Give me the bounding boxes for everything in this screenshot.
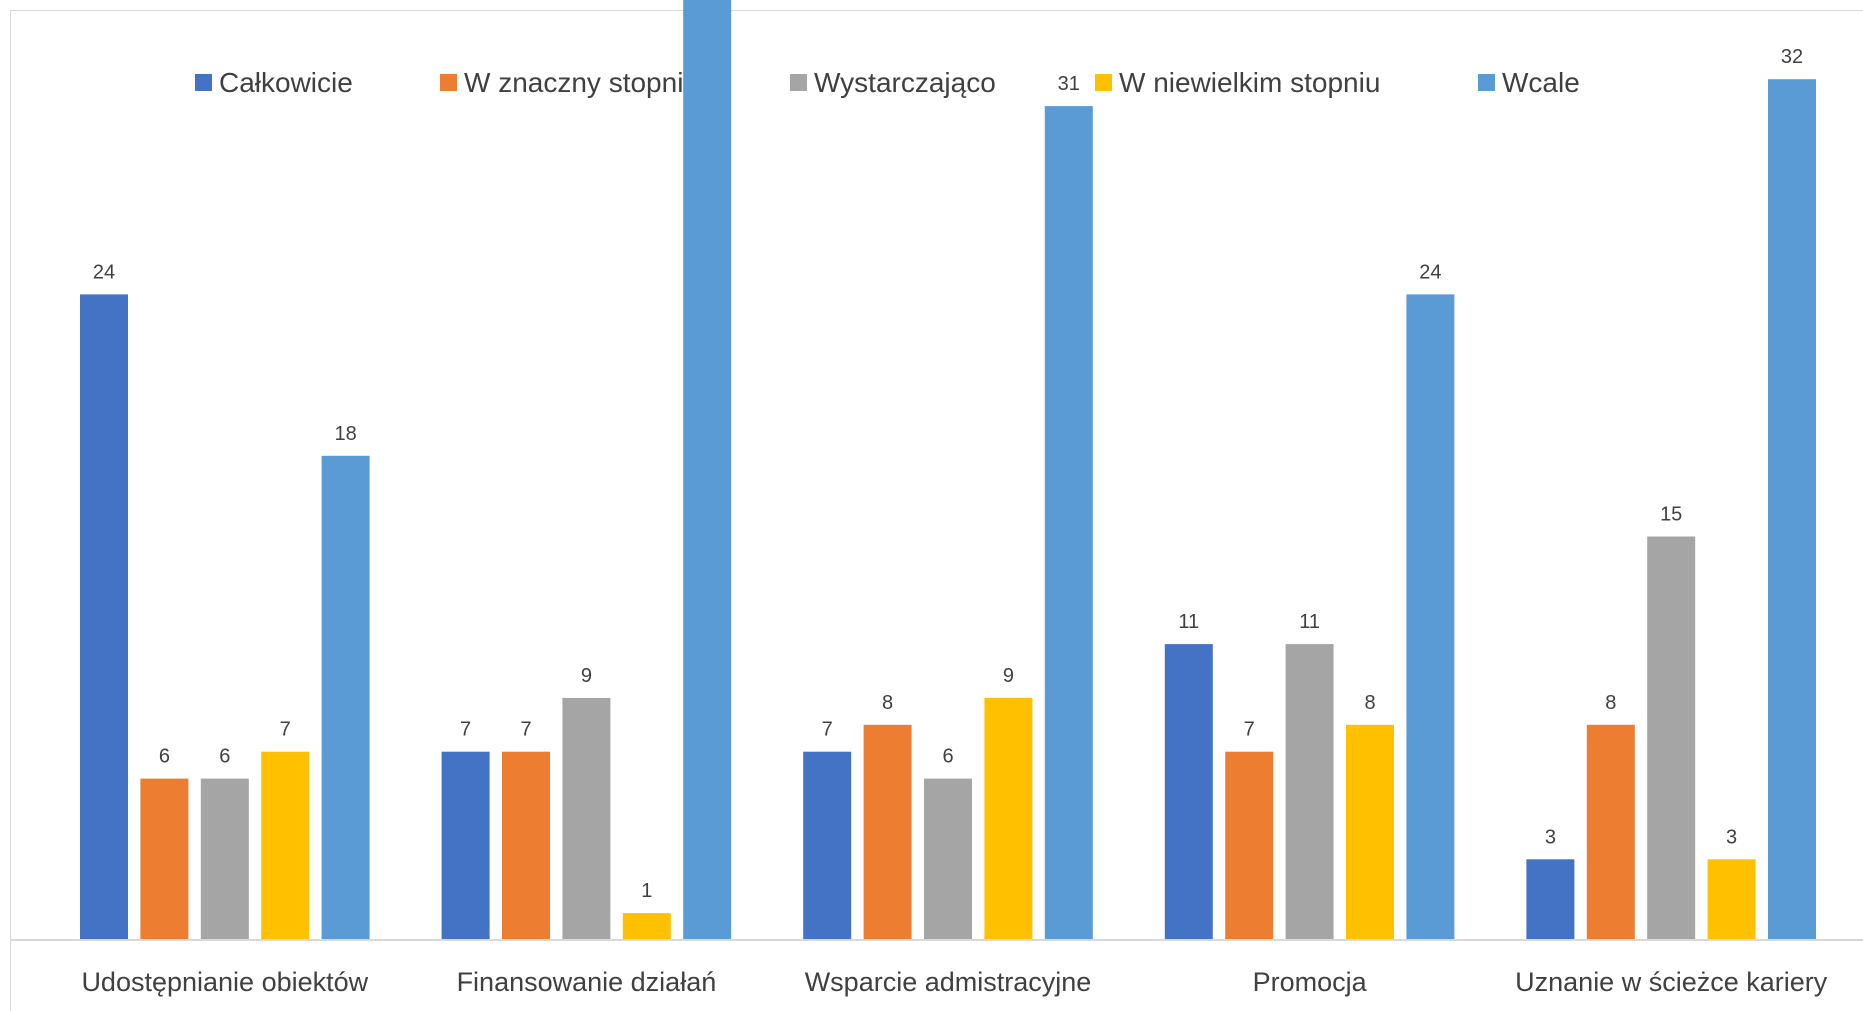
bar-uznanie-w-sciezce-kariery-w-znaczny-stopniu bbox=[1586, 724, 1635, 940]
bar-udostepnianie-obiektow-wystarczajaco bbox=[200, 778, 249, 940]
legend-item-calkowicie: Całkowicie bbox=[195, 67, 353, 98]
legend-label-calkowicie: Całkowicie bbox=[219, 67, 353, 98]
data-label-promocja-calkowicie: 11 bbox=[1178, 611, 1199, 633]
bar-uznanie-w-sciezce-kariery-wystarczajaco bbox=[1647, 536, 1696, 940]
data-label-wsparcie-admistracyjne-w-znaczny-stopniu: 8 bbox=[882, 692, 893, 714]
legend-label-wcale: Wcale bbox=[1502, 67, 1580, 98]
data-label-udostepnianie-obiektow-calkowicie: 24 bbox=[93, 261, 115, 283]
bar-finansowanie-dzialan-wcale bbox=[683, 0, 732, 940]
bar-finansowanie-dzialan-calkowicie bbox=[441, 751, 490, 940]
legend-label-wystarczajaco: Wystarczająco bbox=[814, 67, 996, 98]
category-labels: Udostępnianie obiektów Finansowanie dział… bbox=[81, 967, 1827, 997]
bar-wsparcie-admistracyjne-calkowicie bbox=[803, 751, 852, 940]
bar-udostepnianie-obiektow-w-niewielkim-stopniu bbox=[261, 751, 310, 940]
bar-finansowanie-dzialan-w-znaczny-stopniu bbox=[502, 751, 550, 940]
data-label-promocja-wystarczajaco: 11 bbox=[1299, 611, 1320, 633]
data-label-wsparcie-admistracyjne-wcale: 31 bbox=[1058, 73, 1080, 95]
category-label-wsparcie-admistracyjne: Wsparcie admistracyjne bbox=[805, 967, 1092, 997]
legend-swatch-wystarczajaco bbox=[790, 74, 807, 91]
data-label-uznanie-w-sciezce-kariery-w-znaczny-stopniu: 8 bbox=[1605, 692, 1616, 714]
legend-item-wcale: Wcale bbox=[1478, 67, 1580, 98]
data-label-udostepnianie-obiektow-wystarczajaco: 6 bbox=[219, 746, 230, 768]
data-label-wsparcie-admistracyjne-w-niewielkim-stopniu: 9 bbox=[1003, 665, 1014, 687]
bar-udostepnianie-obiektow-wcale bbox=[321, 455, 370, 940]
bar-finansowanie-dzialan-wystarczajaco bbox=[562, 697, 611, 940]
legend-swatch-w-znaczny-stopniu bbox=[440, 74, 457, 91]
data-label-finansowanie-dzialan-wystarczajaco: 9 bbox=[581, 665, 592, 687]
bar-wsparcie-admistracyjne-w-niewielkim-stopniu bbox=[984, 697, 1033, 940]
bar-promocja-w-niewielkim-stopniu bbox=[1346, 724, 1394, 940]
category-label-udostepnianie-obiektow: Udostępnianie obiektów bbox=[81, 967, 368, 997]
bar-wsparcie-admistracyjne-wcale bbox=[1044, 106, 1093, 941]
data-label-udostepnianie-obiektow-wcale: 18 bbox=[334, 423, 356, 445]
legend-label-w-znaczny-stopniu: W znaczny stopniu bbox=[464, 67, 699, 98]
data-label-finansowanie-dzialan-w-znaczny-stopniu: 7 bbox=[520, 719, 531, 741]
legend-label-w-niewielkim-stopniu: W niewielkim stopniu bbox=[1119, 67, 1380, 98]
data-label-wsparcie-admistracyjne-wystarczajaco: 6 bbox=[942, 746, 953, 768]
bar-promocja-wcale bbox=[1406, 294, 1455, 940]
bar-wsparcie-admistracyjne-wystarczajaco bbox=[924, 778, 972, 940]
legend: Całkowicie W znaczny stopniu Wystarczająco… bbox=[195, 67, 1580, 98]
data-label-uznanie-w-sciezce-kariery-calkowicie: 3 bbox=[1545, 826, 1556, 848]
data-label-uznanie-w-sciezce-kariery-w-niewielkim-stopniu: 3 bbox=[1726, 826, 1737, 848]
category-label-uznanie-w-sciezce-kariery: Uznanie w ścieżce kariery bbox=[1515, 967, 1828, 997]
chart-frame bbox=[10, 10, 1863, 1011]
category-label-finansowanie-dzialan: Finansowanie działań bbox=[457, 967, 717, 997]
bar-wsparcie-admistracyjne-w-znaczny-stopniu bbox=[863, 724, 912, 940]
bars bbox=[80, 0, 1816, 941]
legend-item-w-niewielkim-stopniu: W niewielkim stopniu bbox=[1095, 67, 1380, 98]
data-label-uznanie-w-sciezce-kariery-wystarczajaco: 15 bbox=[1660, 504, 1682, 526]
legend-swatch-calkowicie bbox=[195, 74, 212, 91]
data-label-finansowanie-dzialan-calkowicie: 7 bbox=[460, 719, 471, 741]
data-label-wsparcie-admistracyjne-calkowicie: 7 bbox=[822, 719, 833, 741]
bar-promocja-w-znaczny-stopniu bbox=[1225, 751, 1274, 940]
bar-uznanie-w-sciezce-kariery-wcale bbox=[1768, 79, 1816, 940]
data-label-promocja-wcale: 24 bbox=[1419, 261, 1441, 283]
bar-udostepnianie-obiektow-calkowicie bbox=[80, 294, 128, 940]
bar-udostepnianie-obiektow-w-znaczny-stopniu bbox=[140, 778, 189, 940]
data-label-udostepnianie-obiektow-w-niewielkim-stopniu: 7 bbox=[280, 719, 291, 741]
data-label-uznanie-w-sciezce-kariery-wcale: 32 bbox=[1781, 46, 1803, 68]
bar-uznanie-w-sciezce-kariery-w-niewielkim-stopniu bbox=[1707, 859, 1756, 940]
legend-swatch-w-niewielkim-stopniu bbox=[1095, 74, 1112, 91]
data-label-udostepnianie-obiektow-w-znaczny-stopniu: 6 bbox=[159, 746, 170, 768]
data-labels: 2466718779137786931117118243815332 bbox=[93, 46, 1803, 902]
bar-uznanie-w-sciezce-kariery-calkowicie bbox=[1526, 859, 1575, 940]
legend-item-wystarczajaco: Wystarczająco bbox=[790, 67, 996, 98]
data-label-finansowanie-dzialan-w-niewielkim-stopniu: 1 bbox=[641, 880, 652, 902]
bar-promocja-calkowicie bbox=[1164, 644, 1213, 940]
data-label-promocja-w-niewielkim-stopniu: 8 bbox=[1364, 692, 1375, 714]
legend-item-w-znaczny-stopniu: W znaczny stopniu bbox=[440, 67, 699, 98]
bar-promocja-wystarczajaco bbox=[1285, 644, 1334, 940]
data-label-promocja-w-znaczny-stopniu: 7 bbox=[1244, 719, 1255, 741]
category-label-promocja: Promocja bbox=[1253, 967, 1368, 997]
bar-finansowanie-dzialan-w-niewielkim-stopniu bbox=[622, 913, 671, 940]
legend-swatch-wcale bbox=[1478, 74, 1495, 91]
